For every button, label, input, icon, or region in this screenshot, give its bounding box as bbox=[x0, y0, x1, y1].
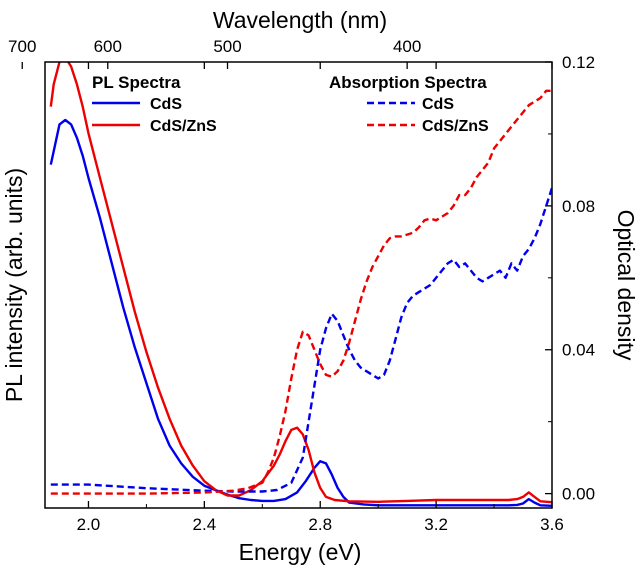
legend-title: Absorption Spectra bbox=[329, 73, 487, 92]
y-right-tick-label: 0.12 bbox=[562, 53, 595, 72]
series-abs_cdszns bbox=[50, 89, 552, 495]
x-axis-title: Energy (eV) bbox=[239, 539, 362, 565]
top-axis-title: Wavelength (nm) bbox=[213, 7, 387, 33]
left-axis-title: PL intensity (arb. units) bbox=[1, 168, 27, 402]
legend-label: CdS bbox=[422, 96, 454, 113]
right-axis-title: Optical density bbox=[613, 210, 638, 361]
x-tick-label: 3.6 bbox=[540, 515, 564, 534]
x-tick-label: 2.0 bbox=[77, 515, 101, 534]
x-tick-label: 2.4 bbox=[193, 515, 217, 534]
legend-label: CdS bbox=[150, 96, 182, 113]
y-right-tick-label: 0.00 bbox=[562, 485, 595, 504]
y-right-tick-label: 0.04 bbox=[562, 341, 595, 360]
top-tick-label: 600 bbox=[94, 37, 122, 56]
legend-label: CdS/ZnS bbox=[150, 118, 217, 135]
y-right-tick-label: 0.08 bbox=[562, 197, 595, 216]
series-abs_cds bbox=[50, 187, 552, 493]
x-tick-label: 3.2 bbox=[424, 515, 448, 534]
legend-label: CdS/ZnS bbox=[422, 118, 489, 135]
legend-title: PL Spectra bbox=[92, 73, 181, 92]
axis-ticks: 2.0 2.4 2.8 3.2 3.6 0.00 0.04 0.08 0.12 700 600 500… bbox=[8, 37, 595, 534]
series-pl_cdszns bbox=[49, 62, 552, 504]
series-pl_cds bbox=[49, 118, 552, 507]
plot-frame bbox=[44, 61, 553, 509]
plot-area bbox=[44, 61, 553, 509]
top-tick-label: 500 bbox=[213, 37, 241, 56]
top-tick-label: 700 bbox=[8, 37, 36, 56]
top-tick-label: 400 bbox=[393, 37, 421, 56]
legend: PL Spectra CdS CdS/ZnS Absorption Spectra Cd… bbox=[92, 73, 489, 135]
x-tick-label: 2.8 bbox=[308, 515, 332, 534]
